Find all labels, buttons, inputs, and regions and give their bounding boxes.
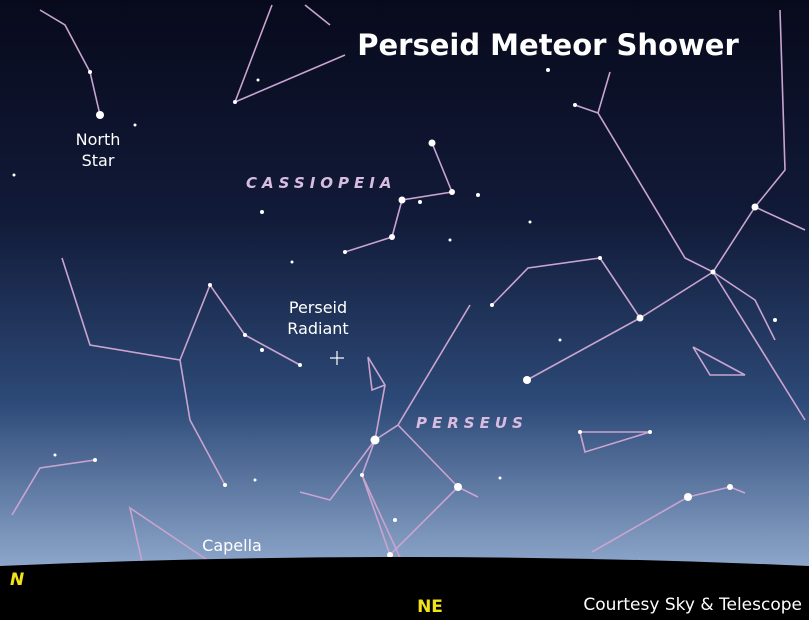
constellation-label: CASSIOPEIA <box>246 174 396 192</box>
title: Perseid Meteor Shower <box>357 28 739 62</box>
label: Star <box>82 151 115 170</box>
sky-chart: Perseid Meteor Shower North Star CASSIOP… <box>0 0 809 620</box>
label: Radiant <box>287 319 348 338</box>
label: Perseid <box>289 298 347 317</box>
label: North <box>76 130 121 149</box>
constellation-label: PERSEUS <box>416 414 528 432</box>
direction-label: N <box>10 570 24 590</box>
label: Capella <box>202 536 262 555</box>
direction-label: NE <box>417 597 443 617</box>
credit: Courtesy Sky & Telescope <box>583 595 802 615</box>
sky <box>0 0 809 620</box>
